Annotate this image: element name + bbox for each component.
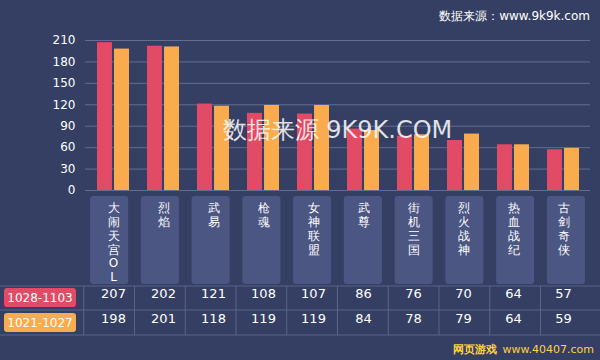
svg-text:150: 150 bbox=[53, 76, 76, 90]
svg-text:107: 107 bbox=[301, 286, 326, 301]
svg-text:数据来源：www.9k9k.com: 数据来源：www.9k9k.com bbox=[439, 9, 590, 23]
svg-text:119: 119 bbox=[251, 311, 276, 326]
svg-text:数据来源 9K9K.COM: 数据来源 9K9K.COM bbox=[223, 116, 453, 144]
svg-text:180: 180 bbox=[53, 55, 76, 69]
svg-text:90: 90 bbox=[60, 119, 75, 133]
svg-text:64: 64 bbox=[505, 286, 522, 301]
svg-text:大闹天宫OL: 大闹天宫OL bbox=[108, 201, 120, 284]
svg-text:烈火战神: 烈火战神 bbox=[458, 201, 470, 256]
svg-text:118: 118 bbox=[201, 311, 226, 326]
svg-text:0: 0 bbox=[68, 183, 76, 197]
svg-text:59: 59 bbox=[555, 311, 572, 326]
svg-text:网页游戏www.40407.com: 网页游戏www.40407.com bbox=[453, 343, 594, 356]
svg-text:86: 86 bbox=[355, 286, 372, 301]
svg-text:79: 79 bbox=[455, 311, 472, 326]
svg-text:女神联盟: 女神联盟 bbox=[308, 201, 320, 256]
svg-text:121: 121 bbox=[201, 286, 226, 301]
svg-text:60: 60 bbox=[60, 140, 75, 154]
svg-text:街机三国: 街机三国 bbox=[408, 201, 420, 256]
svg-text:198: 198 bbox=[101, 311, 126, 326]
svg-text:热血战纪: 热血战纪 bbox=[508, 201, 520, 256]
svg-text:30: 30 bbox=[60, 162, 75, 176]
svg-text:201: 201 bbox=[151, 311, 176, 326]
svg-text:76: 76 bbox=[405, 286, 422, 301]
svg-text:210: 210 bbox=[53, 33, 76, 47]
svg-text:57: 57 bbox=[555, 286, 572, 301]
svg-text:烈焰: 烈焰 bbox=[158, 201, 170, 229]
svg-text:78: 78 bbox=[405, 311, 422, 326]
svg-text:84: 84 bbox=[355, 311, 372, 326]
svg-text:武易: 武易 bbox=[208, 201, 220, 229]
svg-text:枪魂: 枪魂 bbox=[258, 201, 270, 229]
svg-text:202: 202 bbox=[151, 286, 176, 301]
svg-text:武尊: 武尊 bbox=[358, 201, 370, 229]
svg-text:古剑奇侠: 古剑奇侠 bbox=[558, 201, 570, 256]
svg-text:70: 70 bbox=[455, 286, 472, 301]
svg-text:207: 207 bbox=[101, 286, 126, 301]
svg-text:120: 120 bbox=[53, 98, 76, 112]
svg-text:1028-1103: 1028-1103 bbox=[7, 291, 72, 305]
svg-text:119: 119 bbox=[301, 311, 326, 326]
svg-text:108: 108 bbox=[251, 286, 276, 301]
svg-text:1021-1027: 1021-1027 bbox=[7, 316, 72, 330]
svg-text:64: 64 bbox=[505, 311, 522, 326]
